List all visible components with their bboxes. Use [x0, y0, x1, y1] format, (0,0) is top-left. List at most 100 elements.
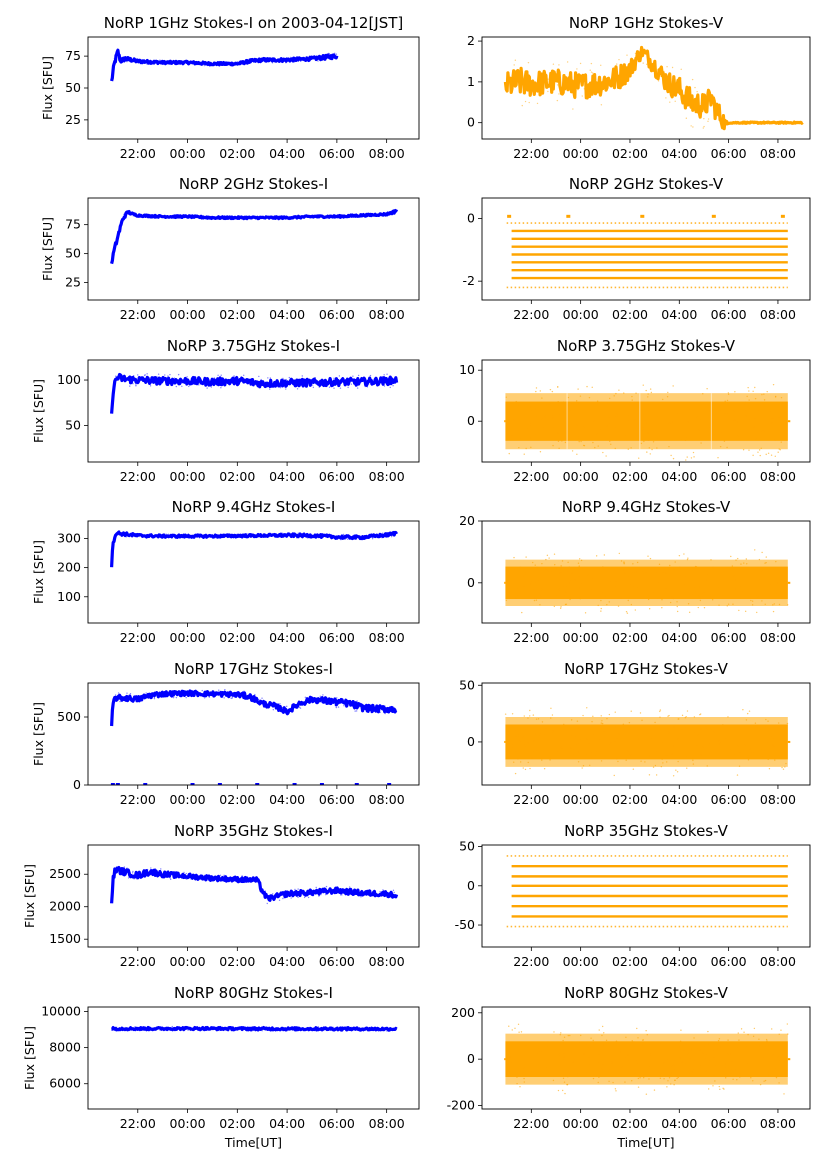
axes-frame-17ghz-v [481, 682, 811, 786]
data-point [649, 453, 651, 455]
data-point [154, 1027, 157, 1030]
data-point [754, 549, 756, 551]
x-tick-label: 06:00 [319, 630, 355, 645]
data-point [657, 597, 659, 600]
data-point [158, 215, 160, 217]
data-point [771, 122, 774, 124]
data-point [623, 1051, 626, 1053]
data-point [112, 68, 114, 70]
data-point [702, 591, 705, 594]
data-point [528, 101, 530, 104]
data-point [141, 215, 143, 218]
data-point [702, 127, 704, 129]
data-point [547, 90, 549, 93]
data-point [586, 591, 588, 594]
y-tick-label: 1500 [49, 931, 81, 946]
data-point [681, 714, 684, 717]
data-point [254, 536, 256, 538]
data-point [733, 418, 735, 421]
data-point [518, 446, 520, 449]
data-point [542, 73, 545, 76]
data-point [550, 571, 552, 573]
x-tick-label: 02:00 [219, 792, 255, 807]
data-point [655, 422, 658, 424]
data-point [592, 1039, 594, 1042]
data-point [677, 760, 679, 763]
data-point [222, 62, 224, 65]
data-point [265, 1029, 267, 1031]
data-point [382, 532, 384, 534]
data-point [249, 880, 251, 882]
data-point [373, 536, 376, 538]
data-point [632, 563, 634, 565]
data-point [318, 895, 320, 897]
data-point [174, 60, 177, 62]
data-point [125, 535, 127, 538]
data-point [616, 758, 618, 760]
data-point [386, 373, 388, 375]
data-point [393, 891, 395, 894]
data-point [111, 257, 113, 260]
data-point [645, 63, 648, 66]
data-point [744, 743, 747, 746]
data-point [364, 381, 366, 384]
data-point [649, 388, 652, 390]
data-point [735, 559, 737, 561]
data-point [307, 896, 310, 899]
data-point [612, 591, 614, 593]
data-point [217, 61, 219, 64]
data-point [195, 216, 197, 219]
data-point [352, 537, 355, 540]
data-point [705, 726, 707, 728]
data-point [780, 441, 782, 443]
data-point [728, 1053, 731, 1055]
data-point [537, 89, 539, 91]
data-point [646, 1034, 648, 1036]
data-point [513, 419, 515, 421]
data-point [669, 564, 671, 567]
data-point [267, 57, 270, 59]
data-point [718, 1038, 721, 1040]
x-tick-label: 04:00 [661, 630, 697, 645]
data-point [119, 697, 121, 699]
data-point [762, 747, 765, 749]
x-tick-label: 22:00 [120, 954, 156, 969]
data-point [659, 1077, 662, 1079]
data-point [676, 771, 679, 773]
data-point [643, 432, 645, 435]
data-point [283, 534, 286, 537]
data-point [290, 379, 293, 381]
data-point [666, 761, 668, 763]
data-point [654, 721, 656, 724]
data-point [362, 1027, 364, 1030]
data-point [140, 1029, 142, 1031]
data-point [662, 762, 664, 764]
data-point [160, 868, 162, 870]
data-point [559, 1033, 561, 1036]
data-point [523, 715, 525, 717]
axes-frame-375ghz-i [87, 359, 420, 463]
data-point [378, 213, 381, 215]
data-point [129, 693, 132, 695]
panel-title: NoRP 1GHz Stokes-V [569, 14, 724, 32]
data-point [693, 456, 695, 458]
data-point [519, 1086, 521, 1088]
data-point [636, 55, 638, 58]
data-point [224, 1029, 226, 1031]
data-point [740, 584, 743, 587]
data-point [613, 395, 615, 397]
data-point [632, 585, 634, 588]
x-tick-label: 08:00 [760, 954, 796, 969]
data-point [595, 593, 598, 595]
data-point [746, 409, 748, 412]
data-point [678, 574, 681, 577]
data-point [717, 1039, 720, 1042]
data-point [686, 710, 689, 712]
data-point [635, 392, 637, 394]
data-point [684, 439, 687, 441]
data-point [657, 593, 659, 595]
data-point [657, 739, 659, 742]
